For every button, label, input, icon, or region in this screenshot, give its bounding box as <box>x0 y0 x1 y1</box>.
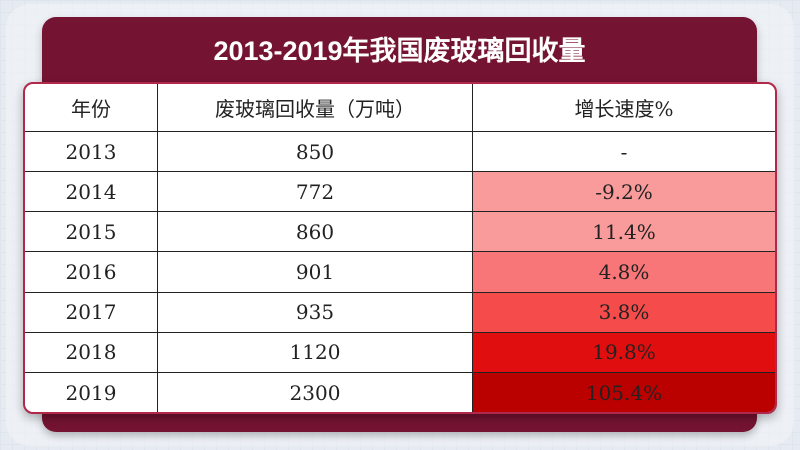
growth-cell: 4.8% <box>472 251 775 293</box>
amount-cell: 850 <box>157 130 473 173</box>
amount-cell: 772 <box>157 171 473 213</box>
growth-cell: -9.2% <box>472 171 775 213</box>
table-header-row: 年份 废玻璃回收量（万吨） 增长速度% <box>25 84 775 132</box>
amount-cell: 2300 <box>157 372 473 412</box>
data-table: 年份 废玻璃回收量（万吨） 增长速度% 2013 850-2014 772 -9.2%… <box>23 82 777 414</box>
growth-cell: 19.8% <box>472 331 775 374</box>
table-row: 2019 2300 105.4% <box>25 372 775 412</box>
amount-cell: 901 <box>157 251 473 293</box>
year-cell: 2018 <box>25 331 158 374</box>
header-growth: 增长速度% <box>472 84 775 132</box>
page-title: 2013-2019年我国废玻璃回收量 <box>213 36 586 66</box>
year-cell: 2017 <box>25 291 158 333</box>
table-row: 2016 901 4.8% <box>25 251 775 293</box>
year-cell: 2015 <box>25 211 158 253</box>
year-cell: 2016 <box>25 251 158 293</box>
table-row: 2015 860 11.4% <box>25 211 775 253</box>
amount-cell: 935 <box>157 291 473 333</box>
table-row: 2018 1120 19.8% <box>25 331 775 374</box>
growth-cell: 105.4% <box>472 372 775 412</box>
table-row: 2013 850- <box>25 130 775 173</box>
header-amount: 废玻璃回收量（万吨） <box>157 84 473 132</box>
year-cell: 2019 <box>25 372 158 412</box>
header-year: 年份 <box>25 84 158 132</box>
amount-cell: 1120 <box>157 331 473 374</box>
growth-cell: - <box>472 130 775 173</box>
year-cell: 2013 <box>25 130 158 173</box>
table-row: 2017 935 3.8% <box>25 291 775 333</box>
year-cell: 2014 <box>25 171 158 213</box>
table-row: 2014 772 -9.2% <box>25 171 775 213</box>
amount-cell: 860 <box>157 211 473 253</box>
growth-cell: 3.8% <box>472 291 775 333</box>
growth-cell: 11.4% <box>472 211 775 253</box>
